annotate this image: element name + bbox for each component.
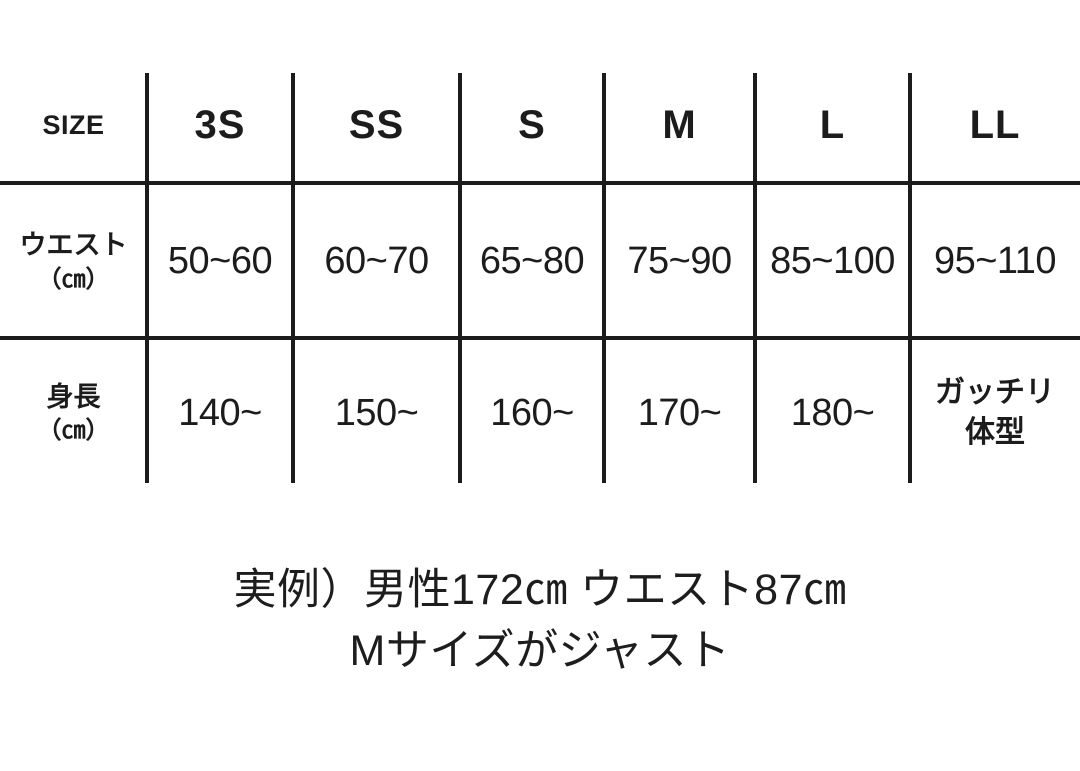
height-value-m: 170~ <box>637 391 722 434</box>
height-value-ll: ガッチリ 体型 <box>910 340 1080 486</box>
waist-value-3s: 50~60 <box>167 240 273 283</box>
table-row-height: 身長 （㎝） 140~ 150~ 160~ 170~ 180~ ガッチリ 体型 <box>0 340 1080 486</box>
height-value-ll-line1: ガッチリ <box>935 376 1055 410</box>
table-rule-horizontal-2 <box>0 336 1080 340</box>
height-value-l: 180~ <box>790 391 875 434</box>
table-rule-vertical-2 <box>291 73 295 483</box>
table-row-waist: ウエスト （㎝） 50~60 60~70 65~80 75~90 85~100 … <box>0 185 1080 338</box>
table-header-row: SIZE 3S SS S M L LL <box>0 68 1080 183</box>
header-cell-ll: LL <box>969 102 1021 147</box>
waist-value-l: 85~100 <box>770 240 895 283</box>
example-caption: 実例）男性172㎝ ウエスト87㎝ Mサイズがジャスト <box>0 560 1080 682</box>
row-label-height: 身長 （㎝） <box>0 340 147 486</box>
header-cell-3s: 3S <box>194 102 246 147</box>
table-rule-vertical-3 <box>458 73 462 483</box>
header-cell-l: L <box>819 102 846 147</box>
waist-value-s: 65~80 <box>479 240 585 283</box>
height-value-3s: 140~ <box>178 391 262 434</box>
header-cell-m: M <box>662 102 697 147</box>
table-rule-vertical-1 <box>145 73 149 483</box>
size-table: SIZE 3S SS S M L LL ウエスト （㎝） 50~60 60~70… <box>0 68 1080 486</box>
caption-line-2: Mサイズがジャスト <box>349 627 731 676</box>
row-label-waist-text: ウエスト <box>19 230 128 261</box>
table-rule-vertical-6 <box>908 73 912 483</box>
height-value-ss: 150~ <box>334 391 419 434</box>
table-rule-vertical-5 <box>753 73 757 483</box>
waist-value-m: 75~90 <box>627 240 732 283</box>
table-rule-horizontal-1 <box>0 181 1080 185</box>
caption-line-1: 実例）男性172㎝ ウエスト87㎝ <box>233 566 847 614</box>
waist-value-ss: 60~70 <box>324 240 429 283</box>
header-cell-s: S <box>518 102 546 147</box>
row-label-waist-unit: （㎝） <box>37 265 110 293</box>
header-cell-ss: SS <box>348 102 405 147</box>
table-rule-vertical-4 <box>602 73 606 483</box>
row-label-waist: ウエスト （㎝） <box>0 185 147 338</box>
header-cell-size: SIZE <box>42 109 105 140</box>
height-value-s: 160~ <box>490 391 574 434</box>
height-value-ll-line2: 体型 <box>965 416 1025 449</box>
row-label-height-unit: （㎝） <box>37 417 110 445</box>
waist-value-ll: 95~110 <box>933 240 1057 283</box>
row-label-height-text: 身長 <box>46 381 101 412</box>
